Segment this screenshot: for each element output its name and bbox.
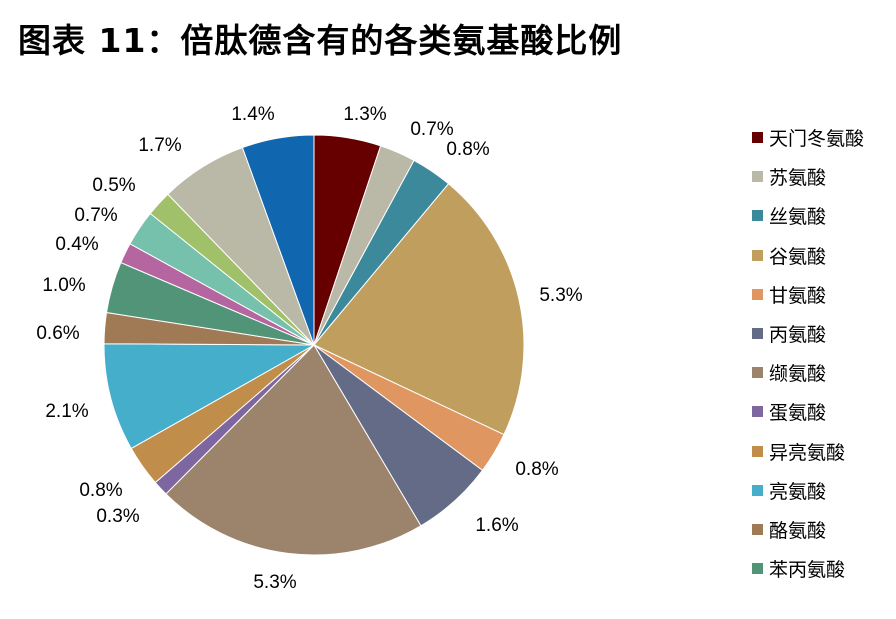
data-label: 1.6% <box>475 515 518 536</box>
legend-swatch <box>752 328 763 340</box>
data-label: 0.7% <box>74 205 117 226</box>
legend-label: 甘氨酸 <box>769 284 827 307</box>
legend-item: 酪氨酸 <box>752 510 864 549</box>
legend-item: 苏氨酸 <box>752 157 864 196</box>
data-label: 0.6% <box>36 323 79 344</box>
legend-swatch <box>752 445 763 457</box>
legend-swatch <box>752 523 763 535</box>
data-label: 0.7% <box>410 119 453 140</box>
legend-swatch <box>752 406 763 418</box>
legend-label: 酪氨酸 <box>769 519 827 542</box>
data-label: 1.7% <box>138 135 181 156</box>
data-label: 0.8% <box>515 459 558 480</box>
legend-swatch <box>752 171 763 183</box>
legend-label: 丝氨酸 <box>769 206 827 229</box>
legend-item: 缬氨酸 <box>752 353 864 392</box>
legend-item: 苯丙氨酸 <box>752 549 864 588</box>
legend-label: 天门冬氨酸 <box>769 128 865 151</box>
data-label: 0.4% <box>55 234 98 255</box>
legend-item: 丙氨酸 <box>752 314 864 353</box>
legend-label: 谷氨酸 <box>769 245 827 268</box>
data-label: 1.0% <box>42 275 85 296</box>
pie-slice <box>103 343 316 450</box>
legend: 天门冬氨酸苏氨酸丝氨酸谷氨酸甘氨酸丙氨酸缬氨酸蛋氨酸异亮氨酸亮氨酸酪氨酸苯丙氨酸 <box>752 118 864 588</box>
legend-swatch <box>752 249 763 261</box>
legend-swatch <box>752 288 763 300</box>
pie-slice <box>165 344 422 556</box>
data-label: 2.1% <box>45 401 88 422</box>
legend-swatch <box>752 132 763 144</box>
legend-label: 苯丙氨酸 <box>769 559 846 582</box>
data-label: 0.8% <box>79 480 122 501</box>
legend-label: 异亮氨酸 <box>769 441 846 464</box>
legend-item: 谷氨酸 <box>752 236 864 275</box>
legend-item: 蛋氨酸 <box>752 392 864 431</box>
legend-item: 丝氨酸 <box>752 196 864 235</box>
legend-item: 亮氨酸 <box>752 471 864 510</box>
data-label: 5.3% <box>253 572 296 593</box>
chart-title: 图表 11：倍肽德含有的各类氨基酸比例 <box>18 21 623 60</box>
legend-swatch <box>752 210 763 222</box>
legend-swatch <box>752 563 763 575</box>
legend-item: 异亮氨酸 <box>752 432 864 471</box>
pie-slice <box>241 134 315 346</box>
data-label: 0.5% <box>92 175 135 196</box>
legend-swatch <box>752 367 763 379</box>
data-label: 0.8% <box>446 139 489 160</box>
legend-label: 苏氨酸 <box>769 167 827 190</box>
legend-label: 蛋氨酸 <box>769 402 827 425</box>
legend-item: 甘氨酸 <box>752 275 864 314</box>
data-label: 1.4% <box>231 104 274 125</box>
legend-label: 亮氨酸 <box>769 480 827 503</box>
legend-label: 缬氨酸 <box>769 363 827 386</box>
data-label: 5.3% <box>539 285 582 306</box>
legend-swatch <box>752 484 763 496</box>
legend-item: 天门冬氨酸 <box>752 118 864 157</box>
legend-label: 丙氨酸 <box>769 324 827 347</box>
data-label: 1.3% <box>343 104 386 125</box>
pie-slice <box>313 183 525 436</box>
data-label: 0.3% <box>96 506 139 527</box>
